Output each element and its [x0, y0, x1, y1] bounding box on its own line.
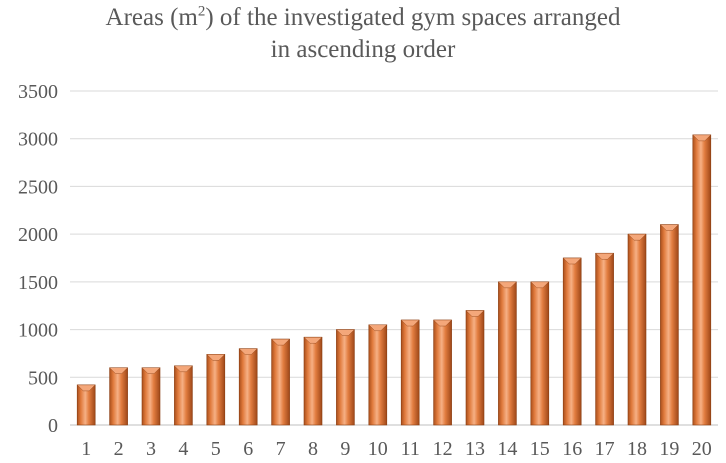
y-tick-label: 2000 — [18, 224, 58, 246]
bar-cap — [433, 319, 453, 327]
x-tick-label: 14 — [497, 438, 517, 460]
bar — [141, 367, 161, 426]
bar-cap — [206, 354, 226, 361]
bar-cap — [335, 329, 355, 336]
bar — [692, 134, 712, 426]
bar-cap — [368, 324, 388, 331]
bar — [498, 281, 517, 426]
bar — [368, 324, 388, 426]
bar — [400, 319, 420, 426]
y-tick-label: 2500 — [18, 176, 58, 198]
bar-cap — [465, 310, 485, 317]
bar — [627, 233, 647, 426]
bar — [465, 310, 485, 426]
x-tick-label: 13 — [465, 438, 485, 460]
chart-title-part-2: ) of the investigated gym spaces arrange… — [205, 4, 621, 31]
bar — [271, 338, 290, 426]
x-tick-label: 8 — [308, 438, 318, 460]
bar-cap — [271, 338, 291, 346]
chart-title-part-1: Areas (m — [105, 4, 198, 31]
x-tick-label: 4 — [178, 438, 188, 460]
bar — [433, 319, 452, 426]
bar — [238, 348, 258, 426]
x-tick-label: 19 — [659, 438, 679, 460]
chart-title: Areas (m2) of the investigated gym space… — [0, 2, 726, 66]
y-tick-label: 3000 — [18, 129, 58, 151]
x-tick-label: 5 — [211, 438, 221, 460]
x-tick-label: 3 — [146, 438, 156, 460]
x-tick-label: 1 — [81, 438, 91, 460]
x-tick-label: 11 — [401, 438, 420, 460]
bar — [660, 224, 679, 426]
y-tick-label: 0 — [48, 415, 58, 437]
y-tick-label: 500 — [28, 367, 58, 389]
x-tick-label: 20 — [692, 438, 712, 460]
bar-cap — [109, 367, 129, 374]
bar-cap — [76, 384, 96, 392]
x-tick-label: 18 — [627, 438, 647, 460]
bar — [303, 336, 323, 426]
x-tick-label: 17 — [595, 438, 615, 460]
chart-title-superscript: 2 — [197, 3, 206, 20]
x-tick-label: 15 — [530, 438, 550, 460]
x-tick-label: 2 — [114, 438, 124, 460]
bar-cap — [497, 281, 517, 289]
bar — [109, 367, 128, 426]
bar-cap — [659, 224, 679, 231]
bar — [336, 329, 355, 426]
x-tick-label: 10 — [368, 438, 388, 460]
y-tick-label: 1500 — [18, 272, 58, 294]
bar-cap — [595, 253, 615, 260]
bar-cap — [173, 365, 193, 373]
bar-cap — [530, 281, 550, 289]
bar-cap — [627, 233, 647, 241]
x-tick-label: 12 — [433, 438, 453, 460]
bar — [206, 354, 226, 426]
x-tick-label: 9 — [340, 438, 350, 460]
gridlines — [70, 90, 718, 378]
chart-title-line-2: in ascending order — [270, 36, 456, 63]
bar-cap — [692, 134, 712, 142]
bar — [595, 252, 614, 426]
bar-cap — [238, 348, 258, 355]
bar-cap — [400, 319, 420, 327]
x-tick-label: 7 — [276, 438, 286, 460]
x-tick-label: 16 — [562, 438, 582, 460]
x-tick-label: 6 — [243, 438, 253, 460]
bar-cap — [562, 257, 582, 265]
y-tick-label: 1000 — [18, 320, 58, 342]
bar-cap — [141, 367, 161, 374]
bar — [530, 281, 550, 426]
bar-cap — [303, 337, 323, 344]
bar — [562, 257, 582, 426]
y-tick-label: 3500 — [18, 81, 58, 103]
bars — [76, 134, 712, 426]
bar — [174, 365, 193, 426]
